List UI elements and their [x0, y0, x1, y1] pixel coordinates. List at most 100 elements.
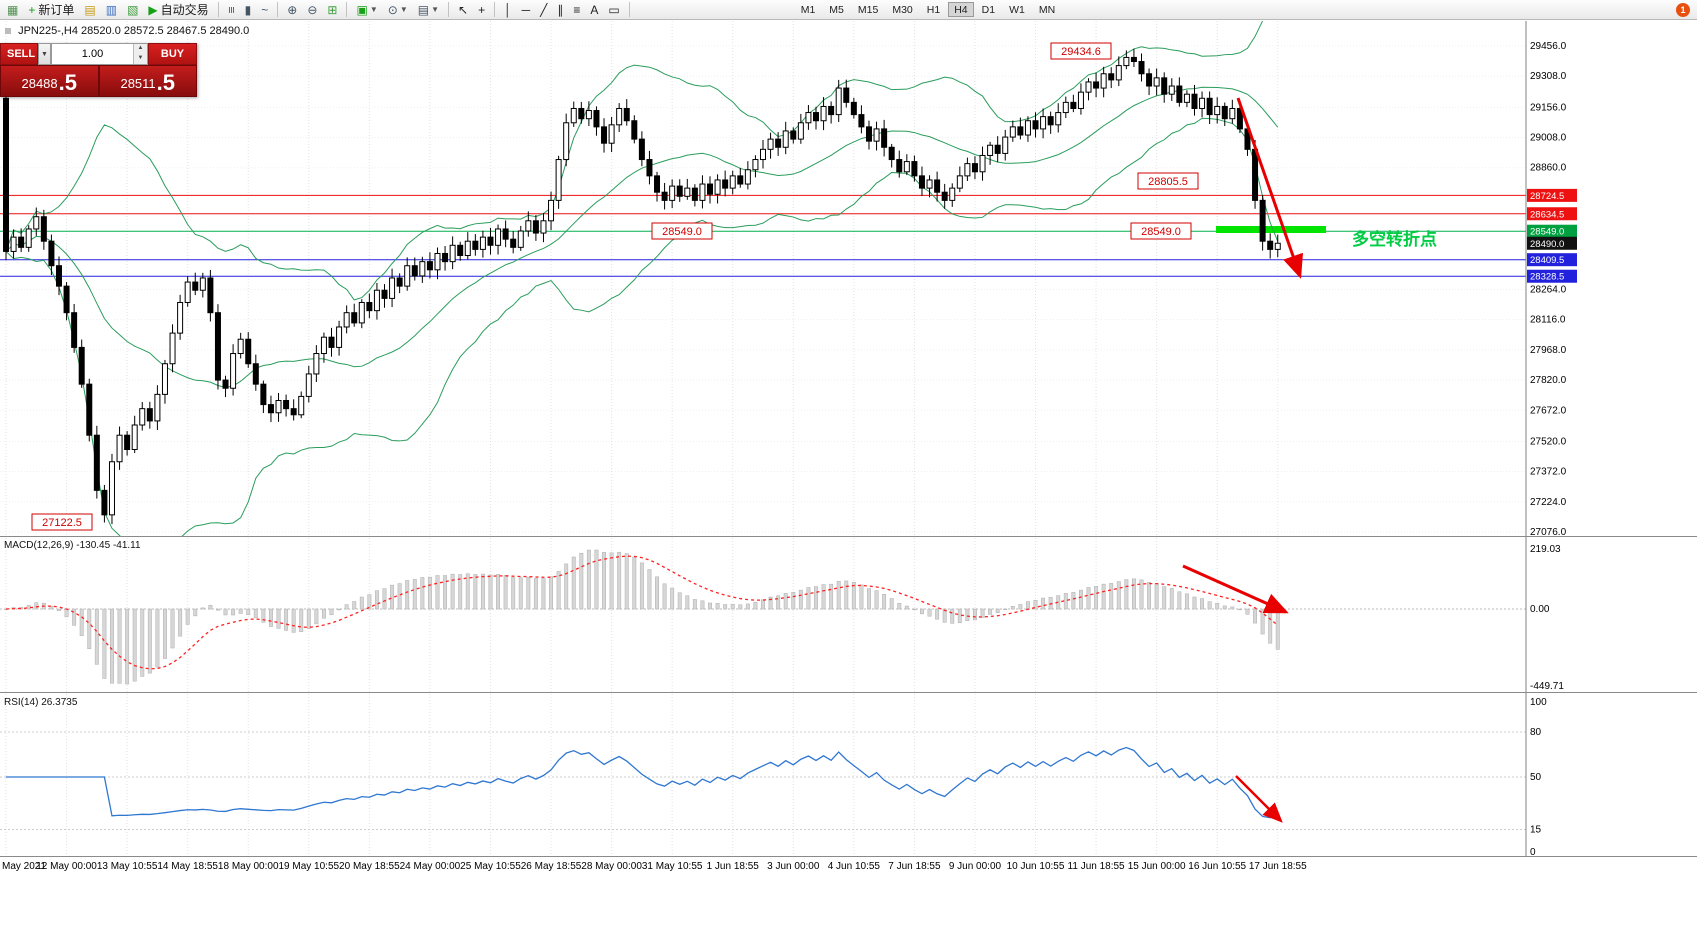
- timeframe-m5[interactable]: M5: [823, 2, 850, 17]
- date-label: 13 May 10:55: [97, 861, 158, 872]
- profiles-icon[interactable]: ⊙ ▼: [384, 1, 412, 18]
- toolbar-separator: [217, 2, 219, 17]
- date-label: 26 May 18:55: [521, 861, 582, 872]
- macd-panel: [0, 538, 1526, 692]
- date-label: 16 Jun 10:55: [1188, 861, 1246, 872]
- templates-icon[interactable]: ▤ ▼: [414, 1, 443, 18]
- trend-arrow[interactable]: [1182, 564, 1289, 614]
- text-icon[interactable]: A: [586, 1, 602, 18]
- svg-text:29434.6: 29434.6: [1061, 46, 1101, 58]
- price-label[interactable]: 28805.5: [1137, 172, 1199, 190]
- cursor-icon[interactable]: ↖: [454, 1, 472, 18]
- new-order-button: +: [28, 2, 36, 17]
- timeframe-m1[interactable]: M1: [795, 2, 822, 17]
- highlight-bar[interactable]: [1216, 226, 1326, 233]
- price-axis-tag: 28328.5: [1527, 269, 1577, 283]
- timeframe-w1[interactable]: W1: [1003, 2, 1031, 17]
- new-chart-icon[interactable]: ▣ ▼: [352, 1, 381, 18]
- line-chart-icon[interactable]: ~: [257, 1, 272, 18]
- trend-arrow[interactable]: [1235, 775, 1283, 823]
- svg-text:28805.5: 28805.5: [1148, 176, 1188, 188]
- one-click-trading-panel: SELL ▼ ▲ ▼ BUY 28488 .5 28511 .5: [0, 43, 197, 97]
- terminal-window-icon[interactable]: ▦: [3, 1, 22, 18]
- date-label: 20 May 18:55: [339, 861, 400, 872]
- svg-text:100: 100: [1530, 697, 1547, 708]
- channel-icon[interactable]: ∥: [553, 1, 567, 18]
- svg-text:27224.0: 27224.0: [1530, 497, 1567, 508]
- price-label[interactable]: 29434.6: [1050, 42, 1112, 60]
- svg-text:28549.0: 28549.0: [662, 226, 702, 238]
- date-label: May 2021: [2, 861, 46, 872]
- price-label[interactable]: 28549.0: [651, 222, 713, 240]
- order-options-dropdown[interactable]: ▼: [38, 43, 51, 65]
- svg-text:0.00: 0.00: [1530, 604, 1550, 615]
- data-window-icon: ▥: [105, 2, 118, 17]
- trend-arrow[interactable]: [1236, 97, 1304, 279]
- timeframe-m15[interactable]: M15: [852, 2, 884, 17]
- svg-text:28409.5: 28409.5: [1530, 255, 1564, 266]
- toolbar-separator: [628, 2, 630, 17]
- volume-input[interactable]: [52, 47, 133, 61]
- price-axis-tag: 28634.5: [1527, 207, 1577, 221]
- data-window-icon[interactable]: ▥: [102, 1, 121, 18]
- trendline-icon[interactable]: ╱: [536, 1, 551, 18]
- rsi-panel: [0, 694, 1526, 856]
- svg-text:27520.0: 27520.0: [1530, 436, 1567, 447]
- horizontal-line-icon[interactable]: ─: [518, 1, 535, 18]
- buy-button[interactable]: BUY: [148, 43, 197, 65]
- price-label[interactable]: 27122.5: [31, 513, 93, 531]
- auto-trading-button[interactable]: ▶ 自动交易: [144, 1, 212, 18]
- date-label: 31 May 10:55: [642, 861, 703, 872]
- navigator-icon[interactable]: ▧: [123, 1, 142, 18]
- new-order-button[interactable]: + 新订单: [24, 1, 78, 18]
- new-order-button-label: 新订单: [38, 3, 75, 17]
- zoom-out-icon[interactable]: ⊖: [303, 1, 321, 18]
- svg-text:28328.5: 28328.5: [1530, 272, 1564, 283]
- fibonacci-icon[interactable]: ≡: [569, 1, 584, 18]
- svg-text:28549.0: 28549.0: [1530, 227, 1564, 238]
- svg-text:27076.0: 27076.0: [1530, 527, 1567, 538]
- bars-chart-icon[interactable]: ≡: [224, 1, 239, 18]
- timeframe-d1[interactable]: D1: [976, 2, 1001, 17]
- candlestick-chart-icon: ▮: [244, 2, 252, 17]
- notification-badge[interactable]: 1: [1676, 3, 1690, 17]
- svg-text:28634.5: 28634.5: [1530, 209, 1564, 220]
- buy-price[interactable]: 28511 .5: [99, 66, 196, 96]
- volume-down-icon[interactable]: ▼: [134, 54, 147, 64]
- timeframe-m30[interactable]: M30: [886, 2, 918, 17]
- svg-text:29308.0: 29308.0: [1530, 71, 1567, 82]
- sell-price[interactable]: 28488 .5: [1, 66, 98, 96]
- axes[interactable]: 29456.0 29308.0 29156.0 29008.0 28860.0 28264…: [0, 21, 1697, 872]
- candlestick-chart-icon[interactable]: ▮: [241, 1, 256, 18]
- tile-windows-icon[interactable]: ⊞: [323, 1, 341, 18]
- tile-windows-icon: ⊞: [327, 2, 338, 17]
- timeframe-h4[interactable]: H4: [948, 2, 974, 17]
- zoom-in-icon[interactable]: ⊕: [283, 1, 301, 18]
- channel-icon: ∥: [557, 2, 564, 17]
- profiles-icon: ⊙: [387, 2, 398, 17]
- market-watch-icon[interactable]: ▤: [80, 1, 99, 18]
- toolbar-separator: [277, 2, 279, 17]
- price-label[interactable]: 28549.0: [1130, 222, 1192, 240]
- svg-text:-449.71: -449.71: [1530, 681, 1564, 692]
- svg-text:27820.0: 27820.0: [1530, 375, 1567, 386]
- chevron-down-icon: ▼: [431, 5, 439, 14]
- timeframe-mn[interactable]: MN: [1033, 2, 1061, 17]
- vertical-line-icon[interactable]: │: [500, 1, 516, 18]
- label-icon[interactable]: ▭: [604, 1, 623, 18]
- annotation-text[interactable]: 多空转折点: [1352, 229, 1437, 249]
- timeframe-group: M1 M5 M15 M30 H1 H4 D1 W1 MN: [794, 2, 1062, 17]
- candlesticks: [3, 48, 1281, 525]
- line-chart-icon: ~: [261, 2, 269, 17]
- timeframe-h1[interactable]: H1: [921, 2, 946, 17]
- chevron-down-icon: ▼: [369, 5, 378, 14]
- date-label: 7 Jun 18:55: [888, 861, 941, 872]
- volume-up-icon[interactable]: ▲: [134, 44, 147, 54]
- crosshair-icon[interactable]: +: [474, 1, 489, 18]
- date-label: 10 Jun 10:55: [1007, 861, 1065, 872]
- sell-button[interactable]: SELL: [0, 43, 38, 65]
- svg-text:28549.0: 28549.0: [1141, 226, 1181, 238]
- chart-bullet-icon: [5, 28, 11, 34]
- price-axis-tag: 28549.0: [1527, 224, 1577, 238]
